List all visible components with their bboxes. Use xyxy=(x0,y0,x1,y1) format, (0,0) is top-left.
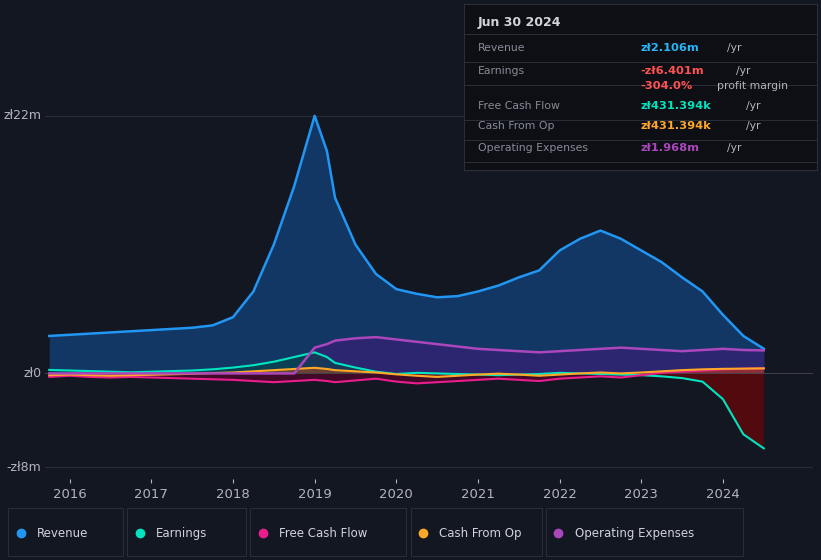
Text: Earnings: Earnings xyxy=(478,67,525,76)
Text: -zł6.401m: -zł6.401m xyxy=(640,67,704,76)
Text: -zł8m: -zł8m xyxy=(7,460,41,474)
Text: Free Cash Flow: Free Cash Flow xyxy=(478,101,560,111)
Text: zł1.968m: zł1.968m xyxy=(640,143,699,153)
Text: zł431.394k: zł431.394k xyxy=(640,101,711,111)
Text: /yr: /yr xyxy=(736,67,751,76)
Text: zł0: zł0 xyxy=(23,367,41,380)
Text: /yr: /yr xyxy=(727,43,741,53)
Text: /yr: /yr xyxy=(727,143,741,153)
Text: /yr: /yr xyxy=(746,101,761,111)
Text: Revenue: Revenue xyxy=(478,43,525,53)
Text: profit margin: profit margin xyxy=(717,81,787,91)
Text: zł431.394k: zł431.394k xyxy=(640,121,711,131)
Text: Jun 30 2024: Jun 30 2024 xyxy=(478,16,562,29)
Text: Free Cash Flow: Free Cash Flow xyxy=(279,526,368,540)
Text: zł2.106m: zł2.106m xyxy=(640,43,699,53)
Text: Revenue: Revenue xyxy=(37,526,89,540)
Text: Cash From Op: Cash From Op xyxy=(478,121,554,131)
Text: Operating Expenses: Operating Expenses xyxy=(478,143,588,153)
Text: -304.0%: -304.0% xyxy=(640,81,693,91)
Text: Earnings: Earnings xyxy=(156,526,208,540)
Text: /yr: /yr xyxy=(746,121,761,131)
Text: Cash From Op: Cash From Op xyxy=(439,526,521,540)
Text: Operating Expenses: Operating Expenses xyxy=(575,526,694,540)
Text: zł22m: zł22m xyxy=(3,109,41,122)
